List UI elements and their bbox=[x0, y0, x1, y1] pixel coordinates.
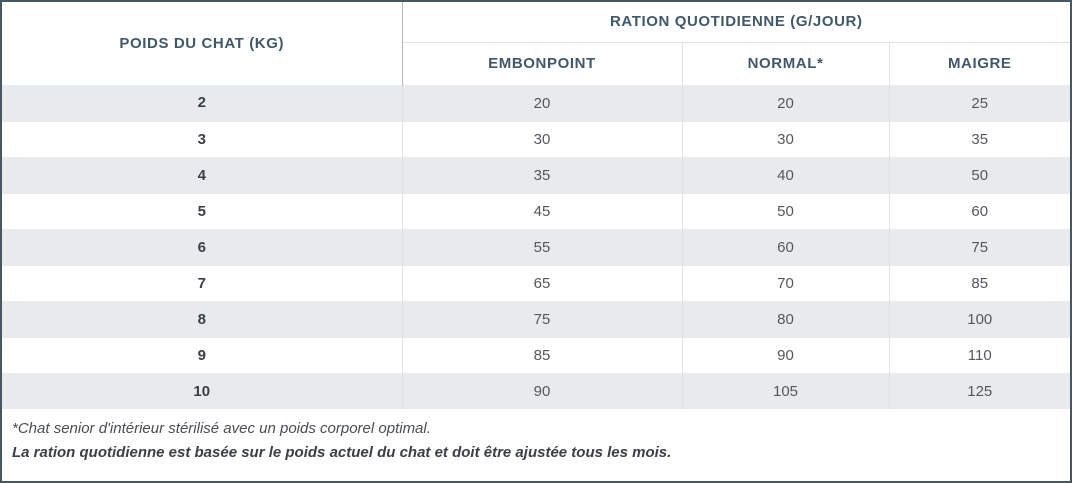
maigre-cell: 125 bbox=[888, 372, 1070, 409]
weight-cell: 5 bbox=[2, 192, 402, 229]
subheader-maigre: MAIGRE bbox=[888, 42, 1070, 86]
maigre-cell: 60 bbox=[888, 192, 1070, 229]
maigre-cell: 75 bbox=[888, 228, 1070, 265]
normal-cell: 30 bbox=[681, 120, 889, 157]
ration-group-header: RATION QUOTIDIENNE (G/JOUR) bbox=[402, 2, 1070, 43]
normal-cell: 60 bbox=[681, 228, 889, 265]
embonpoint-cell: 55 bbox=[401, 228, 682, 265]
embonpoint-cell: 45 bbox=[401, 192, 682, 229]
normal-cell: 50 bbox=[681, 192, 889, 229]
table-row: 7 65 70 85 bbox=[2, 264, 1070, 301]
weight-cell: 4 bbox=[2, 156, 402, 193]
subheader-embonpoint: EMBONPOINT bbox=[402, 42, 682, 86]
normal-cell: 105 bbox=[681, 372, 889, 409]
maigre-cell: 85 bbox=[888, 264, 1070, 301]
table-header: POIDS DU CHAT (KG) RATION QUOTIDIENNE (G… bbox=[2, 2, 1070, 86]
feeding-table: POIDS DU CHAT (KG) RATION QUOTIDIENNE (G… bbox=[2, 2, 1070, 409]
table-body: 2 20 20 25 3 30 30 35 4 35 40 50 5 45 50 60 6 55 60 75 7 65 70… bbox=[2, 85, 1070, 409]
weight-cell: 7 bbox=[2, 264, 402, 301]
maigre-cell: 110 bbox=[888, 336, 1070, 373]
weight-cell: 8 bbox=[2, 300, 402, 337]
table-row: 4 35 40 50 bbox=[2, 156, 1070, 193]
weight-cell: 3 bbox=[2, 120, 402, 157]
weight-cell: 10 bbox=[2, 372, 402, 409]
maigre-cell: 35 bbox=[888, 120, 1070, 157]
weight-cell: 2 bbox=[2, 85, 402, 121]
table-row: 5 45 50 60 bbox=[2, 192, 1070, 229]
weight-cell: 6 bbox=[2, 228, 402, 265]
normal-cell: 40 bbox=[681, 156, 889, 193]
table-row: 6 55 60 75 bbox=[2, 228, 1070, 265]
footnote-adjustment-note: La ration quotidienne est basée sur le p… bbox=[12, 444, 672, 461]
maigre-cell: 50 bbox=[888, 156, 1070, 193]
normal-cell: 80 bbox=[681, 300, 889, 337]
maigre-cell: 100 bbox=[888, 300, 1070, 337]
embonpoint-cell: 35 bbox=[401, 156, 682, 193]
table-row: 3 30 30 35 bbox=[2, 120, 1070, 157]
weight-cell: 9 bbox=[2, 336, 402, 373]
embonpoint-cell: 30 bbox=[401, 120, 682, 157]
maigre-cell: 25 bbox=[888, 85, 1070, 121]
footnotes: *Chat senior d'intérieur stérilisé avec … bbox=[2, 409, 1070, 481]
table-row: 10 90 105 125 bbox=[2, 372, 1070, 409]
table-row: 9 85 90 110 bbox=[2, 336, 1070, 373]
embonpoint-cell: 20 bbox=[401, 85, 682, 121]
embonpoint-cell: 90 bbox=[401, 372, 682, 409]
footnote-asterisk: *Chat senior d'intérieur stérilisé avec … bbox=[12, 420, 431, 437]
embonpoint-cell: 85 bbox=[401, 336, 682, 373]
normal-cell: 70 bbox=[681, 264, 889, 301]
subheader-normal: NORMAL* bbox=[681, 42, 889, 86]
embonpoint-cell: 75 bbox=[401, 300, 682, 337]
normal-cell: 90 bbox=[681, 336, 889, 373]
table-row: 8 75 80 100 bbox=[2, 300, 1070, 337]
normal-cell: 20 bbox=[681, 85, 889, 121]
table-row: 2 20 20 25 bbox=[2, 85, 1070, 121]
weight-column-header: POIDS DU CHAT (KG) bbox=[2, 2, 403, 85]
embonpoint-cell: 65 bbox=[401, 264, 682, 301]
